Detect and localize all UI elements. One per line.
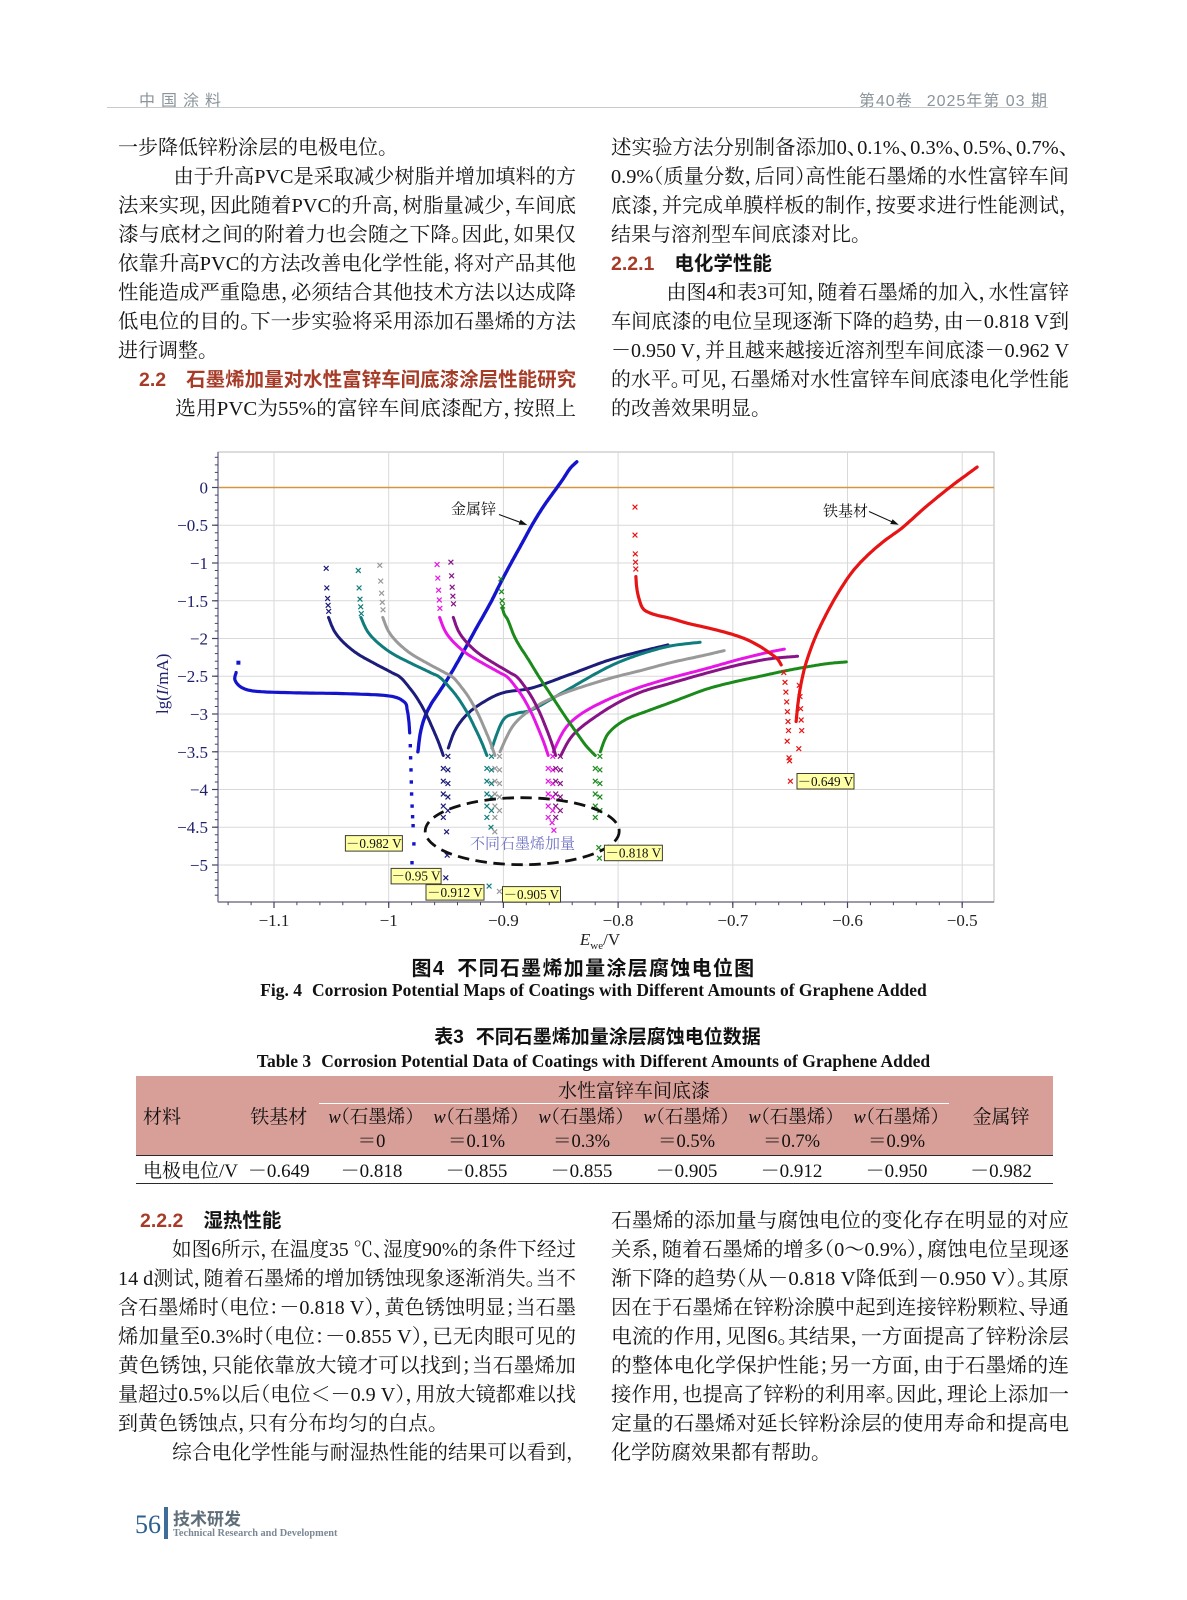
svg-text:－0.818 V: －0.818 V <box>606 846 662 861</box>
svg-text:−0.5: −0.5 <box>947 911 978 930</box>
svg-text:−2.5: −2.5 <box>177 667 208 686</box>
svg-text:－0.649 V: －0.649 V <box>798 774 854 789</box>
svg-text:−0.6: −0.6 <box>832 911 863 930</box>
svg-text:−1: −1 <box>380 911 398 930</box>
svg-text:－0.982 V: －0.982 V <box>346 836 402 851</box>
svg-text:－0.905 V: －0.905 V <box>504 887 560 902</box>
svg-text:−3.5: −3.5 <box>177 743 208 762</box>
svg-text:−2: −2 <box>190 630 208 649</box>
svg-text:−3: −3 <box>190 705 208 724</box>
svg-text:−1.1: −1.1 <box>259 911 290 930</box>
svg-text:－0.95 V: －0.95 V <box>392 869 441 884</box>
svg-text:−5: −5 <box>190 856 208 875</box>
svg-text:Ewe/V: Ewe/V <box>579 930 621 952</box>
svg-text:−1: −1 <box>190 554 208 573</box>
svg-text:金属锌: 金属锌 <box>451 501 496 518</box>
svg-text:－0.912 V: －0.912 V <box>427 885 483 900</box>
svg-text:不同石墨烯加量: 不同石墨烯加量 <box>470 835 575 853</box>
svg-text:−0.9: −0.9 <box>488 911 519 930</box>
svg-text:−4.5: −4.5 <box>177 818 208 837</box>
svg-text:0: 0 <box>200 479 209 498</box>
svg-text:lg(I/mA): lg(I/mA) <box>153 654 172 714</box>
svg-text:铁基材: 铁基材 <box>823 502 868 520</box>
svg-text:−0.8: −0.8 <box>603 911 634 930</box>
svg-text:−1.5: −1.5 <box>177 592 208 611</box>
svg-text:−0.7: −0.7 <box>717 911 748 930</box>
svg-text:−4: −4 <box>190 781 209 800</box>
svg-text:−0.5: −0.5 <box>177 516 208 535</box>
